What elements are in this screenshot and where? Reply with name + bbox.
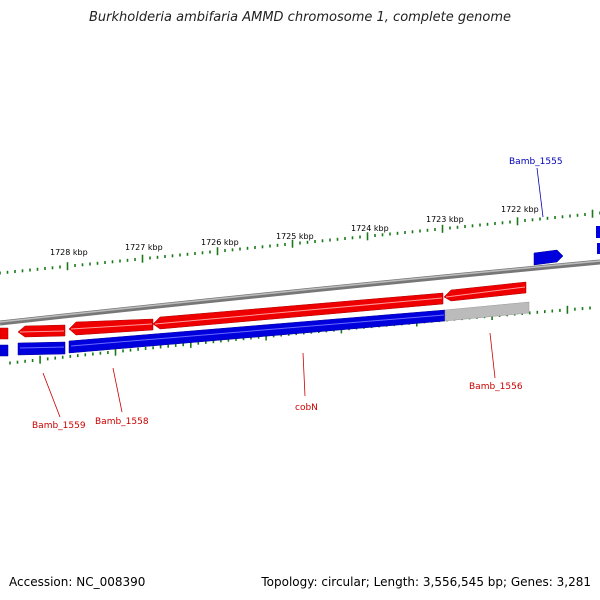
scale-label: 1727 kbp bbox=[125, 243, 163, 252]
gene-arrow[interactable] bbox=[0, 344, 9, 357]
gene-arrow[interactable] bbox=[597, 243, 600, 254]
gene-label-bamb-1556[interactable]: Bamb_1556 bbox=[469, 382, 523, 392]
gene-leader-lines bbox=[42, 167, 544, 418]
gene-arrow-bamb-1556[interactable] bbox=[443, 281, 527, 302]
reverse-genes bbox=[0, 226, 600, 357]
scale-label: 1725 kbp bbox=[276, 232, 314, 241]
gene-arrow-bamb-1555[interactable] bbox=[533, 249, 564, 266]
gene-label-bamb-1555[interactable]: Bamb_1555 bbox=[509, 157, 563, 167]
scale-label: 1724 kbp bbox=[351, 224, 389, 233]
gene-label-bamb-1558[interactable]: Bamb_1558 bbox=[95, 417, 149, 427]
chromosome-backbone bbox=[0, 259, 600, 326]
genome-summary-text: Topology: circular; Length: 3,556,545 bp… bbox=[261, 575, 591, 589]
gene-arrow-pseudo[interactable] bbox=[444, 301, 530, 322]
gene-arrow[interactable] bbox=[17, 341, 66, 356]
gene-labels: Bamb_1555 Bamb_1556 cobN Bamb_1558 Bamb_… bbox=[32, 157, 563, 431]
scale-label: 1726 kbp bbox=[201, 238, 239, 247]
accession-text: Accession: NC_008390 bbox=[9, 575, 146, 589]
gene-arrow[interactable] bbox=[0, 327, 9, 340]
scale-label: 1723 kbp bbox=[426, 215, 464, 224]
scale-track bbox=[0, 209, 600, 275]
genome-title: Burkholderia ambifaria AMMD chromosome 1… bbox=[88, 10, 512, 25]
gene-label-cobn[interactable]: cobN bbox=[295, 403, 318, 413]
scale-labels: 1728 kbp 1727 kbp 1726 kbp 1725 kbp 1724… bbox=[50, 205, 539, 257]
forward-genes bbox=[0, 281, 527, 340]
gene-arrow[interactable] bbox=[596, 226, 600, 238]
scale-label: 1722 kbp bbox=[501, 205, 539, 214]
gene-label-bamb-1559[interactable]: Bamb_1559 bbox=[32, 421, 86, 431]
scale-label: 1728 kbp bbox=[50, 248, 88, 257]
gene-arrow-bamb-1559[interactable] bbox=[17, 324, 66, 338]
